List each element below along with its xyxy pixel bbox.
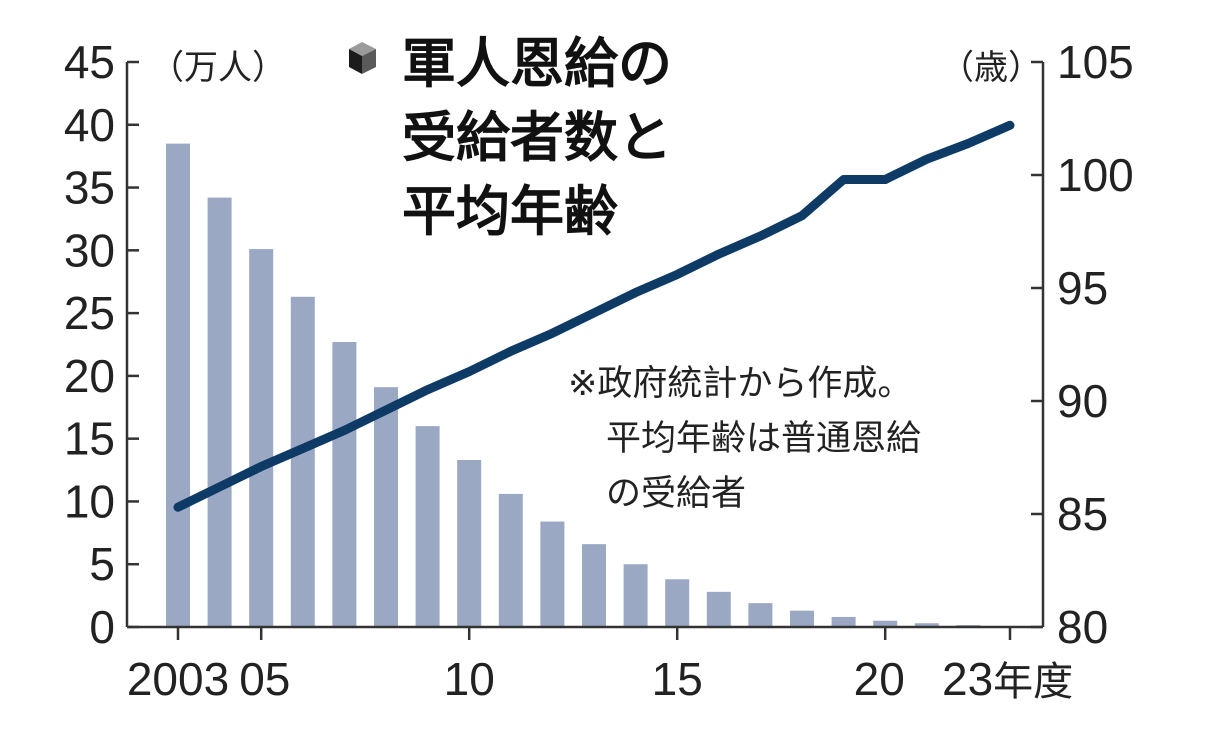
left-tick-label: 15 bbox=[64, 413, 115, 465]
right-tick-label: 100 bbox=[1057, 149, 1134, 201]
left-axis-unit: （万人） bbox=[150, 48, 286, 88]
bar-2017 bbox=[748, 603, 773, 627]
note-line-2: 平均年齢は普通恩給 bbox=[606, 419, 921, 459]
left-tick-label: 20 bbox=[64, 350, 115, 402]
chart-title-line-1: 軍人恩給の bbox=[402, 32, 672, 95]
line-series bbox=[173, 120, 1015, 512]
right-axis-ticks: 80 85 90 95 100 105 bbox=[1031, 36, 1134, 653]
x-axis-ticks: 2003 05 10 15 20 23年度 bbox=[127, 627, 1073, 705]
bar-2010 bbox=[457, 460, 482, 627]
right-tick-label: 105 bbox=[1057, 36, 1134, 88]
right-tick-label: 85 bbox=[1057, 488, 1108, 540]
left-tick-label: 0 bbox=[89, 601, 115, 653]
note-line-3: の受給者 bbox=[606, 474, 746, 514]
bar-2021 bbox=[914, 623, 939, 627]
bar-2004 bbox=[207, 197, 232, 627]
chart-title-line-3: 平均年齢 bbox=[402, 180, 618, 243]
bar-2009 bbox=[415, 426, 440, 627]
left-tick-label: 45 bbox=[64, 36, 115, 88]
bar-2020 bbox=[873, 620, 898, 627]
left-tick-label: 25 bbox=[64, 287, 115, 339]
note-line-1: ※政府統計から作成。 bbox=[568, 364, 912, 404]
x-tick-label: 2003 bbox=[127, 653, 229, 705]
right-tick-label: 80 bbox=[1057, 601, 1108, 653]
bar-2011 bbox=[498, 493, 523, 627]
bar-2018 bbox=[790, 610, 814, 627]
left-tick-label: 35 bbox=[64, 162, 115, 214]
bar-series bbox=[166, 143, 1022, 628]
x-tick-label: 15 bbox=[652, 653, 703, 705]
chart-title-line-2: 受給者数と bbox=[402, 106, 672, 169]
left-tick-label: 10 bbox=[64, 475, 115, 527]
cube-icon bbox=[349, 42, 376, 74]
bar-2008 bbox=[374, 387, 398, 627]
x-tick-label: 10 bbox=[444, 653, 495, 705]
left-tick-label: 30 bbox=[64, 224, 115, 276]
right-tick-label: 90 bbox=[1057, 375, 1108, 427]
x-tick-label: 05 bbox=[239, 653, 290, 705]
x-tick-label: 23年度 bbox=[942, 653, 1073, 705]
bar-2016 bbox=[706, 591, 731, 627]
left-tick-label: 40 bbox=[64, 99, 115, 151]
bar-2012 bbox=[540, 521, 565, 627]
axes bbox=[125, 62, 1045, 629]
bar-2005 bbox=[249, 249, 274, 628]
bar-2013 bbox=[582, 544, 606, 627]
left-axis-ticks: 0 5 10 15 20 25 30 35 40 45 bbox=[64, 36, 139, 653]
average-age-line bbox=[173, 120, 1015, 512]
bar-2003 bbox=[166, 143, 190, 627]
right-tick-label: 95 bbox=[1057, 262, 1108, 314]
bar-2007 bbox=[332, 341, 357, 627]
bar-2006 bbox=[290, 296, 315, 627]
bar-2015 bbox=[665, 579, 690, 627]
bar-2014 bbox=[623, 564, 648, 627]
x-tick-label: 20 bbox=[854, 653, 905, 705]
left-tick-label: 5 bbox=[89, 538, 115, 590]
right-axis-unit: （歳） bbox=[940, 48, 1042, 88]
bar-2019 bbox=[831, 616, 856, 627]
